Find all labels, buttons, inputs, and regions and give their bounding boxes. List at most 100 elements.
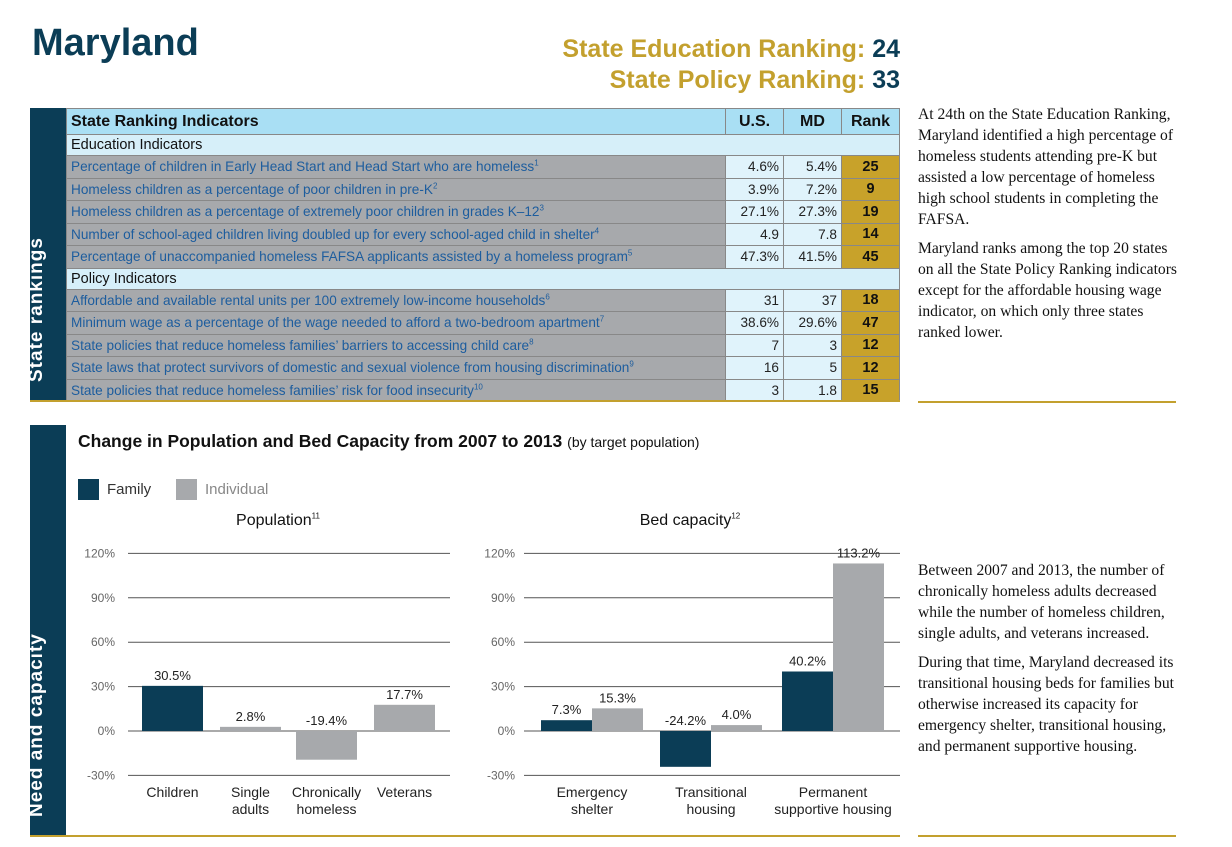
table-row: Percentage of unaccompanied homeless FAF… (66, 245, 900, 269)
y-tick-label: 0% (98, 724, 116, 738)
table-row: Homeless children as a percentage of ext… (66, 200, 900, 224)
rank-value: 14 (841, 222, 900, 246)
education-ranking: State Education Ranking: 24 (562, 35, 900, 64)
us-value: 16 (725, 356, 784, 380)
y-tick-label: 60% (491, 635, 515, 649)
data-label: 40.2% (789, 654, 826, 669)
x-category-label: Chronically (292, 784, 361, 800)
bar-family (142, 685, 203, 731)
footnote: 3 (539, 203, 544, 213)
policy-ranking-label: State Policy Ranking: (609, 66, 866, 94)
bar-individual (296, 731, 357, 760)
x-category-label: shelter (571, 801, 613, 817)
policy-ranking: State Policy Ranking: 33 (610, 66, 900, 95)
side-paragraph: During that time, Maryland decreased its… (918, 654, 1174, 755)
y-tick-label: 120% (484, 546, 515, 560)
footnote: 4 (594, 226, 600, 236)
indicator-text: Number of school-aged children living do… (71, 226, 595, 242)
x-category-label: Emergency (557, 784, 628, 800)
indicator-text: Minimum wage as a percentage of the wage… (71, 315, 600, 331)
indicator-label: Homeless children as a percentage of poo… (66, 177, 726, 201)
bar-individual (833, 563, 884, 731)
y-tick-label: 90% (91, 591, 115, 605)
md-value: 3 (783, 333, 842, 357)
footnote: 1 (534, 158, 539, 168)
data-label: 30.5% (154, 668, 191, 683)
bar-individual (220, 726, 281, 731)
bar-family (541, 720, 592, 731)
us-value: 3 (725, 378, 784, 402)
indicator-label: Homeless children as a percentage of ext… (66, 200, 726, 224)
y-tick-label: -30% (87, 768, 115, 782)
md-value: 37 (783, 288, 842, 312)
md-value: 5 (783, 356, 842, 380)
footnote: 8 (529, 337, 534, 347)
x-category-label: Veterans (377, 784, 432, 800)
md-value: 27.3% (783, 200, 842, 224)
y-tick-label: 30% (491, 680, 515, 694)
table-row: State policies that reduce homeless fami… (66, 378, 900, 402)
side-paragraph: Maryland ranks among the top 20 states o… (918, 240, 1177, 341)
indicator-text: Percentage of unaccompanied homeless FAF… (71, 249, 628, 265)
indicator-label: Affordable and available rental units pe… (66, 288, 726, 312)
section-title: Policy Indicators (66, 267, 900, 290)
data-label: 15.3% (599, 690, 636, 705)
indicator-label: Percentage of unaccompanied homeless FAF… (66, 245, 726, 269)
x-category-label: adults (232, 801, 269, 817)
divider (918, 401, 1176, 403)
bed-panel-title: Bed capacity12 (590, 512, 790, 530)
table-row: Percentage of children in Early Head Sta… (66, 155, 900, 179)
population-panel-title: Population11 (178, 512, 378, 530)
x-category-label: housing (686, 801, 735, 817)
indicator-label: Percentage of children in Early Head Sta… (66, 155, 726, 179)
md-value: 7.8 (783, 222, 842, 246)
x-category-label: Single (231, 784, 270, 800)
indicator-label: State policies that reduce homeless fami… (66, 378, 726, 402)
divider (30, 835, 900, 837)
table-row: State laws that protect survivors of dom… (66, 356, 900, 380)
legend-label: Family (107, 481, 152, 498)
indicator-text: Affordable and available rental units pe… (71, 292, 546, 308)
divider (918, 835, 1176, 837)
column-header: MD (783, 108, 842, 135)
bar-individual (592, 708, 643, 731)
state-rankings-sidebar: State rankings (26, 108, 66, 401)
rank-value: 12 (841, 333, 900, 357)
table-row: State policies that reduce homeless fami… (66, 333, 900, 357)
indicator-text: Percentage of children in Early Head Sta… (71, 159, 535, 175)
data-label: 4.0% (722, 707, 752, 722)
footnote: 6 (545, 292, 550, 302)
indicator-text: State policies that reduce homeless fami… (71, 382, 474, 398)
y-tick-label: 30% (91, 680, 115, 694)
bar-family (782, 671, 833, 731)
indicator-text: State policies that reduce homeless fami… (71, 337, 530, 353)
x-category-label: Children (146, 784, 198, 800)
y-tick-label: 90% (491, 591, 515, 605)
md-value: 29.6% (783, 311, 842, 335)
indicator-label: State policies that reduce homeless fami… (66, 333, 726, 357)
education-ranking-value: 24 (872, 35, 900, 63)
section-title: Education Indicators (66, 134, 900, 156)
data-label: -24.2% (665, 713, 707, 728)
indicator-text: State laws that protect survivors of dom… (71, 360, 630, 376)
x-category-label: Transitional (675, 784, 747, 800)
ranking-table: State Ranking Indicators U.S. MD Rank Educat… (66, 108, 900, 402)
rank-value: 9 (841, 177, 900, 201)
x-category-label: Permanent (799, 784, 868, 800)
us-value: 4.9 (725, 222, 784, 246)
education-ranking-label: State Education Ranking: (562, 35, 866, 63)
section-header: Education Indicators (66, 134, 900, 156)
panel-title-text: Bed capacity (639, 512, 732, 529)
footnote: 10 (473, 382, 483, 392)
side-paragraph: Between 2007 and 2013, the number of chr… (918, 562, 1165, 642)
table-row: Number of school-aged children living do… (66, 222, 900, 246)
page-title: Maryland (32, 22, 199, 64)
us-value: 4.6% (725, 155, 784, 179)
data-label: 2.8% (236, 709, 266, 724)
legend-family: Family (78, 479, 151, 500)
table-row: Affordable and available rental units pe… (66, 288, 900, 312)
md-value: 5.4% (783, 155, 842, 179)
data-label: 7.3% (552, 702, 582, 717)
y-tick-label: 120% (84, 546, 115, 560)
table-row: Minimum wage as a percentage of the wage… (66, 311, 900, 335)
